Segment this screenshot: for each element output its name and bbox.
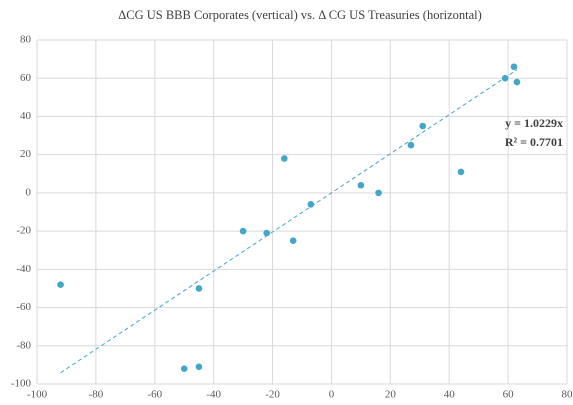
- point: [357, 181, 365, 189]
- y-tick-label: 60: [20, 72, 32, 84]
- point: [57, 281, 64, 288]
- y-tick-label: 80: [20, 34, 32, 46]
- trendline-r2: R² = 0.7701: [505, 135, 563, 149]
- y-tick-label: -80: [16, 339, 31, 351]
- x-tick-label: 60: [503, 389, 515, 401]
- chart-title: ΔCG US BBB Corporates (vertical) vs. Δ C…: [118, 8, 482, 22]
- x-tick-label: -100: [27, 389, 48, 401]
- x-tick-label: -20: [265, 389, 280, 401]
- point: [407, 141, 415, 149]
- point: [195, 363, 203, 371]
- x-tick-label: 0: [329, 389, 335, 401]
- x-tick-label: 20: [385, 389, 397, 401]
- point: [307, 201, 315, 208]
- point: [195, 285, 203, 292]
- x-tick-label: 80: [562, 389, 573, 401]
- point: [263, 229, 270, 237]
- y-tick-label: -40: [16, 263, 31, 275]
- x-tick-label: 40: [444, 389, 456, 401]
- trendline: [60, 69, 518, 374]
- x-tick-label: -60: [147, 389, 162, 401]
- point: [239, 227, 247, 235]
- point: [510, 63, 518, 71]
- y-tick-label: -20: [16, 225, 31, 237]
- point: [375, 189, 382, 197]
- trendline-equation: y = 1.0229x: [505, 116, 563, 130]
- point: [501, 74, 509, 82]
- x-tick-label: -40: [206, 389, 221, 401]
- point: [281, 155, 288, 162]
- y-tick-label: -60: [16, 301, 31, 313]
- point: [180, 365, 188, 373]
- x-tick-label: -80: [89, 389, 104, 401]
- y-tick-label: 20: [20, 148, 32, 160]
- point: [457, 168, 465, 176]
- point: [513, 78, 521, 86]
- y-tick-label: 40: [20, 110, 32, 122]
- point: [289, 237, 297, 244]
- y-tick-label: 0: [26, 186, 32, 198]
- point: [419, 122, 427, 130]
- y-tick-label: -100: [11, 378, 32, 390]
